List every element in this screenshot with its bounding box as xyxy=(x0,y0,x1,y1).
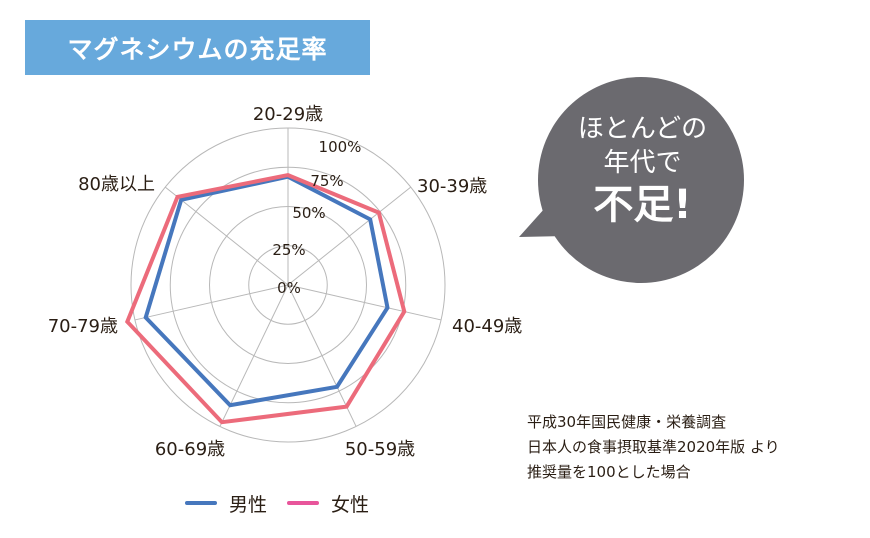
grid-spoke xyxy=(287,284,357,427)
ring-label: 75% xyxy=(310,172,343,190)
grid-spoke xyxy=(134,284,289,321)
axis-label: 50-59歳 xyxy=(345,439,415,460)
bubble-line-3: 不足! xyxy=(593,182,692,228)
grid-spoke xyxy=(164,186,289,286)
axis-label: 40-49歳 xyxy=(452,316,522,337)
chart-title: マグネシウムの充足率 xyxy=(67,34,328,64)
bubble-line-2: 年代で xyxy=(603,148,682,178)
axis-label: 30-39歳 xyxy=(417,176,487,197)
legend-label-male: 男性 xyxy=(229,493,268,516)
source-note: 平成30年国民健康・栄養調査 日本人の食事摂取基準2020年版 より 推奨量を1… xyxy=(527,410,780,485)
axis-label: 70-79歳 xyxy=(48,316,118,337)
ring-label: 25% xyxy=(272,241,305,259)
ring-label: 50% xyxy=(292,204,325,222)
legend: 男性 女性 xyxy=(185,490,389,516)
speech-bubble-circle xyxy=(538,77,744,283)
grid-spoke xyxy=(219,284,289,427)
axis-label: 20-29歳 xyxy=(253,104,323,125)
speech-bubble xyxy=(519,77,744,283)
title-banner: マグネシウムの充足率 xyxy=(25,20,370,75)
legend-swatch-male xyxy=(185,501,217,505)
axis-label: 60-69歳 xyxy=(155,439,225,460)
source-line-2: 日本人の食事摂取基準2020年版 より xyxy=(527,438,780,456)
legend-swatch-female xyxy=(287,501,320,505)
grid-spoke xyxy=(287,284,442,321)
series-line-female xyxy=(124,173,407,425)
source-line-1: 平成30年国民健康・栄養調査 xyxy=(527,413,727,431)
legend-label-female: 女性 xyxy=(331,493,370,516)
radar-series xyxy=(124,173,407,425)
ring-label: 0% xyxy=(277,279,301,297)
legend-item-female: 女性 xyxy=(287,490,369,517)
bubble-text: ほとんどの 年代で 不足! xyxy=(560,112,725,230)
legend-item-male: 男性 xyxy=(185,490,267,517)
bubble-line-1: ほとんどの xyxy=(577,114,708,144)
source-line-3: 推奨量を100とした場合 xyxy=(527,463,691,481)
series-line-male xyxy=(143,174,390,408)
grid-spoke xyxy=(287,186,412,286)
radar-labels: 0% 25% 50% 75% 100% 20-29歳 30-39歳 40-49歳 50-59歳 6… xyxy=(48,104,523,460)
ring-label: 100% xyxy=(319,138,362,156)
axis-label: 80歳以上 xyxy=(78,174,155,195)
radar-grid xyxy=(130,127,446,443)
